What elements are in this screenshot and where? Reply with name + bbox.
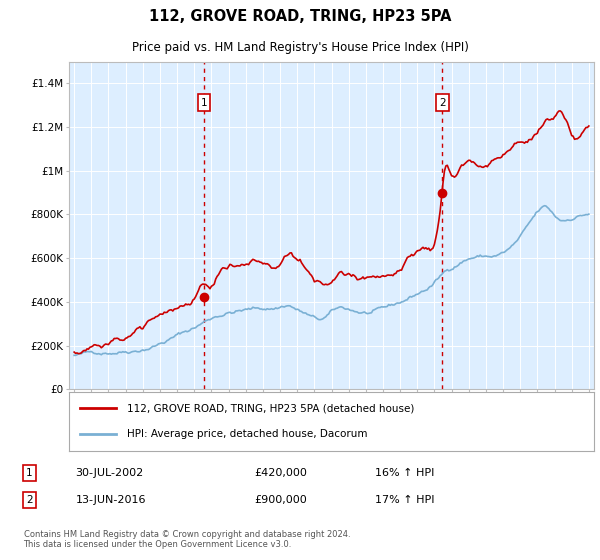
Text: HPI: Average price, detached house, Dacorum: HPI: Average price, detached house, Daco… — [127, 430, 367, 440]
Text: Contains HM Land Registry data © Crown copyright and database right 2024.
This d: Contains HM Land Registry data © Crown c… — [23, 530, 350, 549]
Text: 1: 1 — [26, 468, 32, 478]
Text: 112, GROVE ROAD, TRING, HP23 5PA (detached house): 112, GROVE ROAD, TRING, HP23 5PA (detach… — [127, 403, 414, 413]
Text: 2: 2 — [439, 97, 445, 108]
Text: £900,000: £900,000 — [254, 495, 307, 505]
Text: Price paid vs. HM Land Registry's House Price Index (HPI): Price paid vs. HM Land Registry's House … — [131, 41, 469, 54]
Text: 30-JUL-2002: 30-JUL-2002 — [76, 468, 143, 478]
Text: 16% ↑ HPI: 16% ↑ HPI — [375, 468, 434, 478]
Text: £420,000: £420,000 — [254, 468, 307, 478]
Text: 112, GROVE ROAD, TRING, HP23 5PA: 112, GROVE ROAD, TRING, HP23 5PA — [149, 9, 451, 24]
Text: 1: 1 — [201, 97, 208, 108]
Text: 17% ↑ HPI: 17% ↑ HPI — [375, 495, 434, 505]
Text: 13-JUN-2016: 13-JUN-2016 — [76, 495, 146, 505]
Text: 2: 2 — [26, 495, 32, 505]
